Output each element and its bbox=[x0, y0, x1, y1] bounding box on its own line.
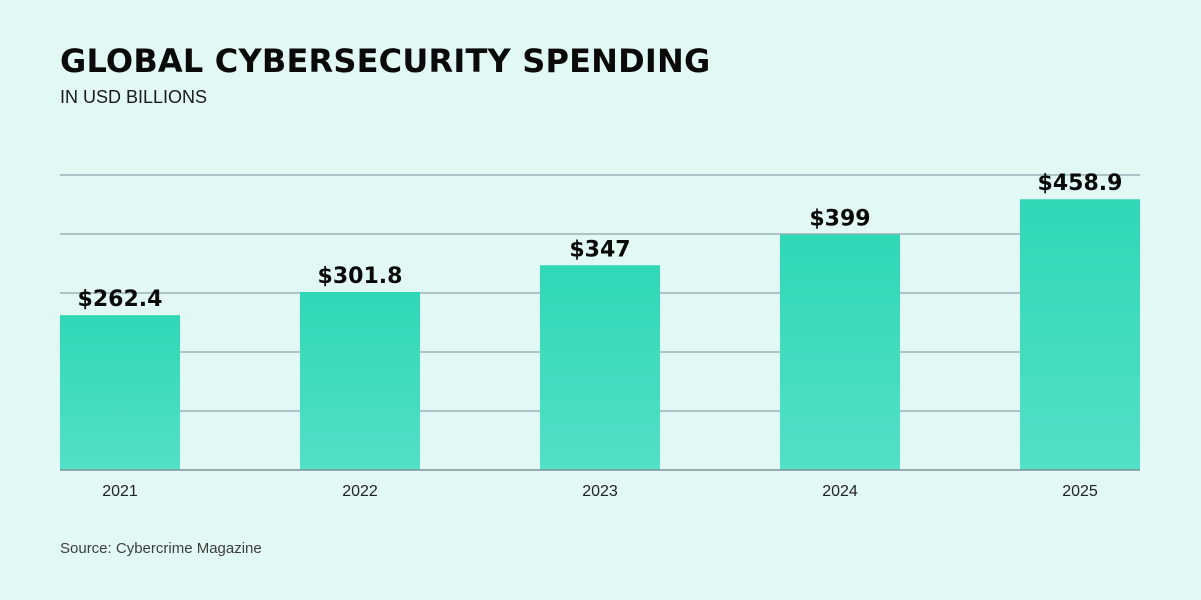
source-note: Source: Cybercrime Magazine bbox=[60, 540, 262, 557]
chart-subtitle: IN USD BILLIONS bbox=[60, 87, 208, 107]
bar-value-label-2023: $347 bbox=[569, 237, 630, 262]
bar-2022 bbox=[300, 291, 420, 470]
x-tick-label-2021: 2021 bbox=[102, 483, 138, 500]
bars bbox=[60, 199, 1140, 470]
bar-2023 bbox=[540, 265, 660, 470]
bar-2021 bbox=[60, 315, 180, 470]
x-tick-labels: 2021 2022 2023 2024 2025 bbox=[102, 483, 1098, 500]
x-tick-label-2024: 2024 bbox=[822, 483, 858, 500]
bar-value-label-2025: $458.9 bbox=[1038, 171, 1123, 196]
chart-title: GLOBAL CYBERSECURITY SPENDING bbox=[60, 42, 711, 80]
x-tick-label-2023: 2023 bbox=[582, 483, 618, 500]
bar-value-label-2022: $301.8 bbox=[318, 264, 403, 289]
x-tick-label-2022: 2022 bbox=[342, 483, 378, 500]
bar-value-label-2021: $262.4 bbox=[78, 287, 163, 312]
value-labels: $262.4 $301.8 $347 $399 $458.9 bbox=[78, 171, 1123, 312]
bar-2024 bbox=[780, 234, 900, 470]
x-tick-label-2025: 2025 bbox=[1062, 483, 1098, 500]
bar-value-label-2024: $399 bbox=[809, 207, 870, 232]
bar-2025 bbox=[1020, 199, 1140, 470]
